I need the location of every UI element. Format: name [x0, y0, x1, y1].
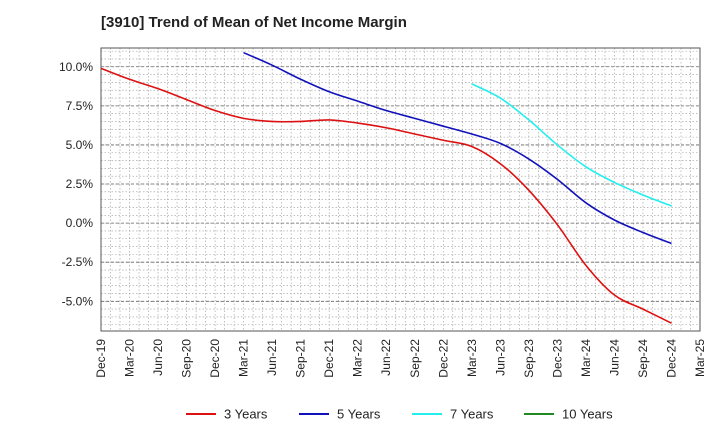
- y-tick-label: 5.0%: [66, 138, 94, 152]
- legend-label-5-years: 5 Years: [337, 407, 381, 422]
- series-line-5-years: [243, 51, 672, 245]
- x-tick-label: Jun-24: [607, 339, 621, 376]
- legend-label-10-years: 10 Years: [562, 407, 613, 422]
- x-tick-label: Mar-24: [579, 339, 593, 377]
- y-tick-label: -2.5%: [62, 255, 94, 269]
- y-tick-label: 7.5%: [66, 99, 94, 113]
- x-tick-label: Mar-22: [351, 339, 365, 377]
- y-tick-label: 0.0%: [66, 216, 94, 230]
- x-tick-label: Mar-23: [465, 339, 479, 377]
- x-tick-label: Dec-20: [208, 339, 222, 378]
- x-tick-label: Sep-23: [522, 339, 536, 378]
- legend-label-3-years: 3 Years: [224, 407, 268, 422]
- x-tick-label: Mar-20: [123, 339, 137, 377]
- axis-layer: 10.0% 7.5% 5.0% 2.5% 0.0% -2.5% -5.0% Dec-19 Mar…: [59, 47, 707, 378]
- x-tick-label: Jun-21: [265, 339, 279, 376]
- x-tick-label: Dec-19: [94, 339, 108, 378]
- series-layer: [100, 51, 672, 324]
- y-tick-label: 10.0%: [59, 60, 93, 74]
- x-tick-label: Dec-24: [664, 339, 678, 378]
- chart-title: [3910] Trend of Mean of Net Income Margi…: [101, 14, 407, 31]
- x-tick-label: Jun-20: [151, 339, 165, 376]
- grid-layer: [100, 48, 701, 331]
- x-tick-label: Dec-22: [436, 339, 450, 378]
- x-tick-label: Sep-20: [180, 339, 194, 378]
- x-tick-label: Dec-21: [322, 339, 336, 378]
- series-line-7-years: [471, 83, 672, 207]
- x-tick-label: Jun-22: [379, 339, 393, 376]
- y-tick-label: -5.0%: [62, 294, 94, 308]
- x-tick-label: Sep-24: [636, 339, 650, 378]
- x-tick-label: Sep-22: [408, 339, 422, 378]
- x-tick-label: Mar-21: [237, 339, 251, 377]
- series-line-3-years: [100, 67, 672, 324]
- x-tick-label: Sep-21: [294, 339, 308, 378]
- legend: 3 Years 5 Years 7 Years 10 Years: [186, 407, 613, 422]
- plot-frame: [100, 47, 701, 332]
- y-tick-label: 2.5%: [66, 177, 94, 191]
- x-tick-label: Dec-23: [550, 339, 564, 378]
- x-tick-label: Mar-25: [693, 339, 707, 377]
- x-tick-label: Jun-23: [493, 339, 507, 376]
- legend-label-7-years: 7 Years: [450, 407, 494, 422]
